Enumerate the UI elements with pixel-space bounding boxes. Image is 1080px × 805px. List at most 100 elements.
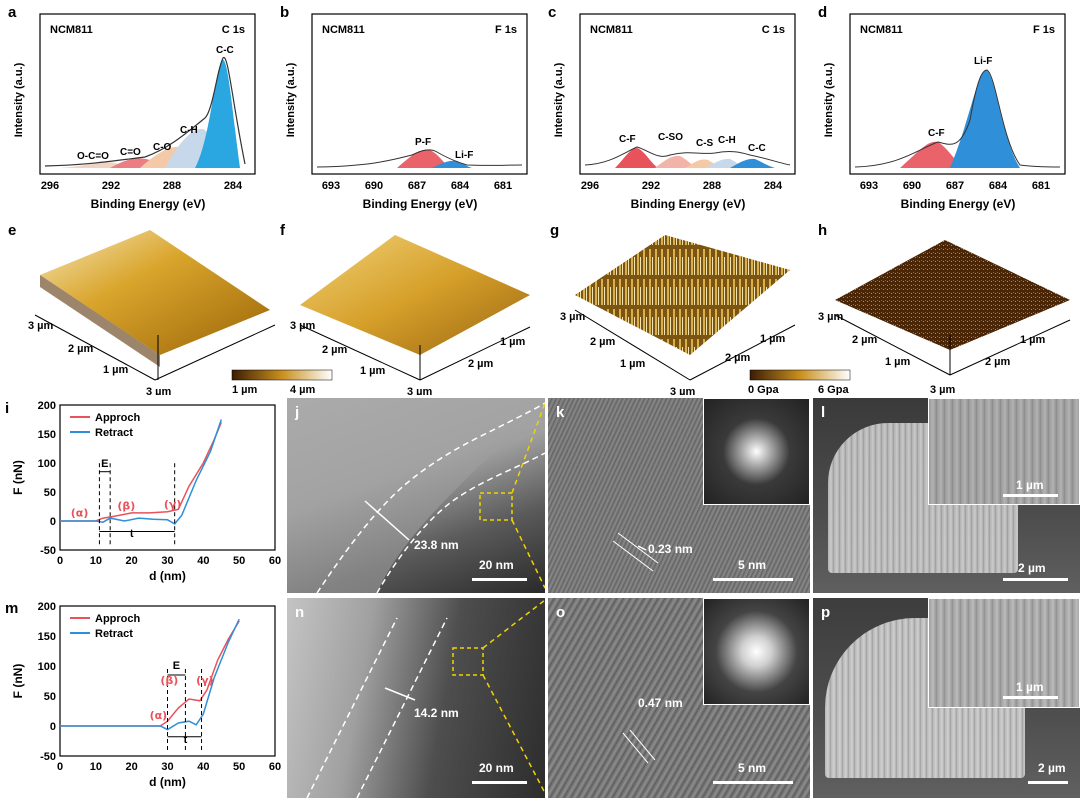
ytick-i-2: 50 <box>44 487 56 499</box>
peak-label-a4: C-C <box>216 45 234 56</box>
ytick-m-5: 200 <box>38 601 56 613</box>
xtick-i-3: 30 <box>161 555 173 567</box>
afm-e-ax2: 1 µm <box>103 364 129 376</box>
scalebar-l <box>1003 578 1068 581</box>
panel-label-i: i <box>5 400 10 417</box>
panel-label-p: p <box>821 604 831 621</box>
panel-label-h: h <box>818 222 827 239</box>
afm-f-ax4: 2 µm <box>468 358 494 370</box>
sample-b: NCM811 <box>322 24 365 36</box>
afm-e-ax1: 2 µm <box>68 343 94 355</box>
panel-label-f: f <box>280 222 286 239</box>
orbital-a: C 1s <box>222 24 245 36</box>
tick-a2: 288 <box>163 180 181 192</box>
afm-g-ax5: 1 µm <box>760 333 786 345</box>
axes-d <box>849 13 1066 175</box>
colorbar-modulus-min: 0 Gpa <box>748 384 779 395</box>
scalebar-p <box>1028 781 1068 784</box>
tick-d3: 684 <box>989 180 1008 192</box>
scalebar-j <box>472 578 527 581</box>
panel-label-c: c <box>548 4 557 21</box>
legend-retract-m: Retract <box>95 628 133 640</box>
colorbar-modulus-max: 6 Gpa <box>818 384 849 395</box>
panel-b: b Intensity (a.u.) NCM811 F 1s P-F Li-F … <box>272 0 540 220</box>
axes-c <box>579 13 796 175</box>
inset-scale-label-p: 1 µm <box>1016 680 1044 694</box>
panel-label-m: m <box>5 600 19 617</box>
tick-c1: 292 <box>642 180 660 192</box>
afm-surface-e <box>40 230 270 355</box>
ytick-m-2: 50 <box>44 691 56 703</box>
ytick-i-5: 200 <box>38 400 56 412</box>
xtick-m-3: 30 <box>161 761 173 773</box>
scalebar-n <box>472 781 527 784</box>
inset-scale-label-l: 1 µm <box>1016 478 1044 492</box>
afm-h-ax5: 1 µm <box>1020 334 1046 346</box>
orbital-b: F 1s <box>495 24 517 36</box>
afm-h-ax3: 3 µm <box>930 384 956 395</box>
annot-t-i: t <box>130 528 134 540</box>
axes-b <box>311 13 528 175</box>
xlabel-i: d (nm) <box>149 569 186 583</box>
tick-c0: 296 <box>581 180 599 192</box>
annot-gamma-m: (γ) <box>196 674 214 687</box>
colorbar-height-min: 1 µm <box>232 384 258 395</box>
afm-h-ax1: 2 µm <box>852 334 878 346</box>
scalebar-label-j: 20 nm <box>479 558 514 572</box>
thickness-label-j: 23.8 nm <box>414 538 459 552</box>
afm-g-ax1: 2 µm <box>590 336 616 348</box>
hrtem-image-k: k 0.23 nm 5 nm <box>548 398 810 593</box>
xtick-m-2: 20 <box>126 761 138 773</box>
spacing-label-k: 0.23 nm <box>648 542 693 556</box>
envelope-b <box>316 149 523 168</box>
annot-t-m: t <box>184 734 188 746</box>
afm-e-ax3: 3 µm <box>146 386 172 395</box>
panel-label-l: l <box>821 404 826 421</box>
afm-surface-g <box>575 235 790 355</box>
hrtem-image-o: o 0.47 nm 5 nm <box>548 598 810 798</box>
xtick-m-6: 60 <box>269 761 281 773</box>
tick-d1: 690 <box>903 180 921 192</box>
afm-g-ax2: 1 µm <box>620 358 646 370</box>
ylabel-m: F (nN) <box>11 664 25 699</box>
xtick-i-4: 40 <box>197 555 209 567</box>
xtick-i-6: 60 <box>269 555 281 567</box>
sample-a: NCM811 <box>50 24 93 36</box>
fft-inset-k <box>703 398 810 505</box>
panel-label-e: e <box>8 222 16 239</box>
peak-label-d0: C-F <box>928 128 945 139</box>
peak-pf <box>397 149 452 168</box>
retract-curve-i <box>60 419 223 525</box>
tick-b2: 687 <box>408 180 426 192</box>
peak-label-b1: Li-F <box>455 150 473 161</box>
ytick-i-3: 100 <box>38 458 56 470</box>
panel-label-j: j <box>295 404 300 421</box>
tick-d2: 687 <box>946 180 964 192</box>
annot-beta-m: (β) <box>160 674 178 687</box>
afm-surface-h <box>835 240 1070 350</box>
xlabel-m: d (nm) <box>149 775 186 789</box>
legend-approach-i: Approch <box>95 412 141 424</box>
peak-label-a0: O-C=O <box>77 151 109 162</box>
sample-d: NCM811 <box>860 24 903 36</box>
tick-a3: 284 <box>224 180 243 192</box>
afm-row: e 3 µm 2 µm 1 µm 3 µm f 3 µm 2 µm 1 µm 3… <box>8 222 1071 395</box>
xtick-m-5: 50 <box>233 761 245 773</box>
peak-label-a3: C-H <box>180 125 198 136</box>
ytick-m-1: 0 <box>50 721 56 733</box>
panel-d: d Intensity (a.u.) NCM811 F 1s C-F Li-F … <box>810 0 1080 220</box>
annot-E-i: E <box>101 458 108 470</box>
sem-inset-p <box>928 598 1080 708</box>
xtick-m-4: 40 <box>197 761 209 773</box>
tick-b0: 693 <box>322 180 340 192</box>
afm-edge-e <box>40 275 160 367</box>
peak-label-c0: C-F <box>619 134 636 145</box>
peak-label-c3: C-S <box>696 138 714 149</box>
ytick-m-3: 100 <box>38 661 56 673</box>
thickness-label-n: 14.2 nm <box>414 706 459 720</box>
peak-lif-d <box>950 70 1020 168</box>
legend-retract-i: Retract <box>95 427 133 439</box>
panel-label-n: n <box>295 604 305 621</box>
envelope-a <box>44 57 246 167</box>
